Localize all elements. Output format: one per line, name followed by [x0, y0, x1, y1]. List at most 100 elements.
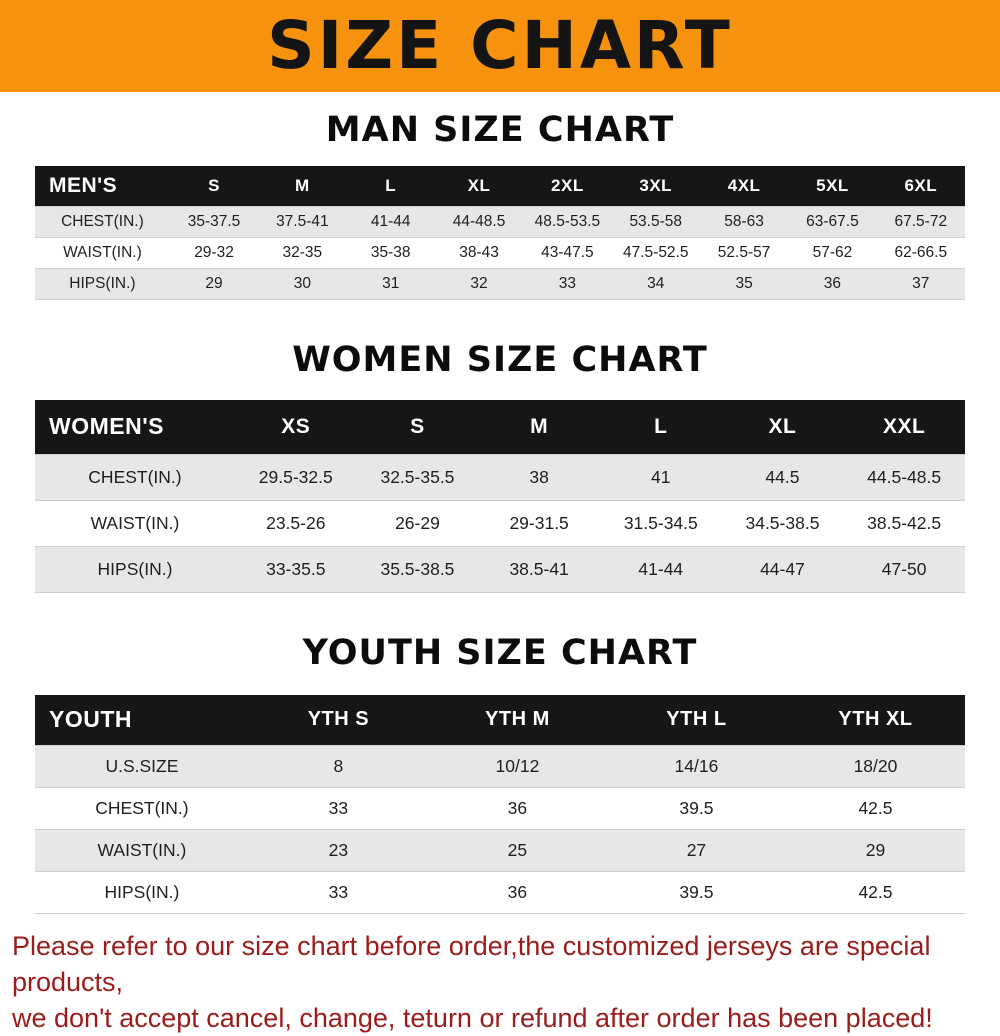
value-cell: 23.5-26: [234, 500, 357, 547]
value-cell: 32.5-35.5: [356, 454, 479, 501]
banner: SIZE CHART: [0, 0, 1000, 92]
size-header-cell: S: [356, 399, 479, 455]
row-label-cell: HIPS(IN.): [35, 870, 249, 914]
size-header-cell: XL: [721, 399, 844, 455]
value-cell: 43-47.5: [523, 236, 612, 269]
value-cell: 36: [788, 267, 877, 300]
size-header-cell: 2XL: [523, 166, 612, 206]
row-label-cell: CHEST(IN.): [35, 786, 249, 830]
row-label-cell: HIPS(IN.): [35, 546, 235, 593]
size-header-cell: S: [169, 166, 259, 206]
order-notice-line-1: Please refer to our size chart before or…: [12, 930, 931, 997]
size-header-cell: 5XL: [788, 166, 877, 206]
table-row: HIPS(IN.) 29 30 31 32 33 34 35 36 37: [35, 267, 965, 300]
value-cell: 31.5-34.5: [599, 500, 722, 547]
value-cell: 48.5-53.5: [523, 205, 612, 238]
value-cell: 25: [427, 828, 607, 872]
value-cell: 34: [611, 267, 700, 300]
value-cell: 35-37.5: [169, 205, 259, 238]
value-cell: 29.5-32.5: [234, 454, 357, 501]
value-cell: 31: [346, 267, 435, 300]
value-cell: 29: [785, 828, 965, 872]
row-label-cell: HIPS(IN.): [35, 267, 170, 300]
table-row: CHEST(IN.) 35-37.5 37.5-41 41-44 44-48.5 48.5…: [35, 205, 965, 238]
youth-size-chart-heading: YOUTH SIZE CHART: [302, 633, 698, 673]
value-cell: 53.5-58: [611, 205, 700, 238]
value-cell: 38: [478, 454, 600, 501]
order-notice-line-2: we don't accept cancel, change, teturn o…: [12, 1002, 933, 1033]
value-cell: 33-35.5: [234, 546, 357, 593]
size-header-cell: YTH S: [248, 695, 428, 745]
table-row: CHEST(IN.) 29.5-32.5 32.5-35.5 38 41 44.5 44.5…: [35, 454, 965, 501]
value-cell: 27: [606, 828, 786, 872]
value-cell: 32-35: [258, 236, 347, 269]
size-header-cell: YTH M: [427, 695, 607, 745]
value-cell: 52.5-57: [699, 236, 789, 269]
value-cell: 38.5-41: [478, 546, 600, 593]
table-row: HIPS(IN.) 33 36 39.5 42.5: [35, 870, 965, 914]
row-label-cell: WAIST(IN.): [35, 828, 249, 872]
size-table: MEN'S S M L XL 2XL 3XL 4XL 5XL 6XL CHEST(IN.) 35-37…: [35, 166, 965, 300]
value-cell: 35-38: [346, 236, 435, 269]
value-cell: 47.5-52.5: [611, 236, 700, 269]
value-cell: 67.5-72: [876, 205, 965, 238]
women-size-chart-heading: WOMEN SIZE CHART: [292, 339, 708, 380]
value-cell: 37: [876, 267, 965, 300]
value-cell: 41-44: [346, 205, 435, 238]
size-header-cell: M: [258, 166, 347, 206]
women-size-table: WOMEN'S XS S M L XL XXL CHEST(IN.) 29.5-32.5 32.5…: [0, 399, 1000, 593]
value-cell: 18/20: [785, 744, 965, 788]
size-header-cell: 3XL: [611, 166, 700, 206]
value-cell: 30: [258, 267, 347, 300]
value-cell: 29-31.5: [478, 500, 600, 547]
value-cell: 58-63: [699, 205, 789, 238]
row-label-cell: CHEST(IN.): [35, 454, 235, 501]
value-cell: 39.5: [606, 786, 786, 830]
row-label-cell: WAIST(IN.): [35, 500, 235, 547]
size-table: WOMEN'S XS S M L XL XXL CHEST(IN.) 29.5-32.5 32.5…: [35, 399, 965, 593]
table-title-cell: WOMEN'S: [35, 399, 235, 455]
value-cell: 44-47: [721, 546, 844, 593]
value-cell: 36: [427, 870, 607, 914]
value-cell: 42.5: [785, 786, 965, 830]
size-header-cell: YTH XL: [785, 695, 965, 745]
value-cell: 35: [699, 267, 789, 300]
value-cell: 23: [248, 828, 428, 872]
size-header-cell: XS: [234, 399, 357, 455]
row-label-cell: WAIST(IN.): [35, 236, 170, 269]
table-row: U.S.SIZE 8 10/12 14/16 18/20: [35, 744, 965, 788]
size-header-cell: M: [478, 399, 600, 455]
table-row: WAIST(IN.) 23.5-26 26-29 29-31.5 31.5-34.5 34…: [35, 500, 965, 547]
value-cell: 29-32: [169, 236, 259, 269]
value-cell: 44.5: [721, 454, 844, 501]
value-cell: 41: [599, 454, 722, 501]
table-header-row: MEN'S S M L XL 2XL 3XL 4XL 5XL 6XL: [35, 166, 965, 206]
row-label-cell: U.S.SIZE: [35, 744, 249, 788]
value-cell: 62-66.5: [876, 236, 965, 269]
order-notice: Please refer to our size chart before or…: [0, 928, 1000, 1036]
table-row: HIPS(IN.) 33-35.5 35.5-38.5 38.5-41 41-44 44-…: [35, 546, 965, 593]
value-cell: 41-44: [599, 546, 722, 593]
size-header-cell: L: [599, 399, 722, 455]
page-title: SIZE CHART: [267, 7, 733, 84]
table-header-row: YOUTH YTH S YTH M YTH L YTH XL: [35, 695, 965, 745]
table-title-cell: MEN'S: [35, 166, 170, 206]
size-header-cell: XXL: [843, 399, 965, 455]
value-cell: 44-48.5: [434, 205, 524, 238]
value-cell: 34.5-38.5: [721, 500, 844, 547]
value-cell: 35.5-38.5: [356, 546, 479, 593]
man-size-chart-heading: MAN SIZE CHART: [325, 110, 675, 150]
size-header-cell: 4XL: [699, 166, 789, 206]
value-cell: 33: [248, 786, 428, 830]
value-cell: 37.5-41: [258, 205, 347, 238]
youth-size-table: YOUTH YTH S YTH M YTH L YTH XL U.S.SIZE 8 10/12…: [0, 695, 1000, 914]
value-cell: 47-50: [843, 546, 965, 593]
value-cell: 39.5: [606, 870, 786, 914]
value-cell: 8: [248, 744, 428, 788]
value-cell: 63-67.5: [788, 205, 877, 238]
table-title-cell: YOUTH: [35, 695, 249, 745]
value-cell: 33: [248, 870, 428, 914]
value-cell: 57-62: [788, 236, 877, 269]
table-header-row: WOMEN'S XS S M L XL XXL: [35, 399, 965, 455]
table-row: WAIST(IN.) 29-32 32-35 35-38 38-43 43-47.5 47.…: [35, 236, 965, 269]
